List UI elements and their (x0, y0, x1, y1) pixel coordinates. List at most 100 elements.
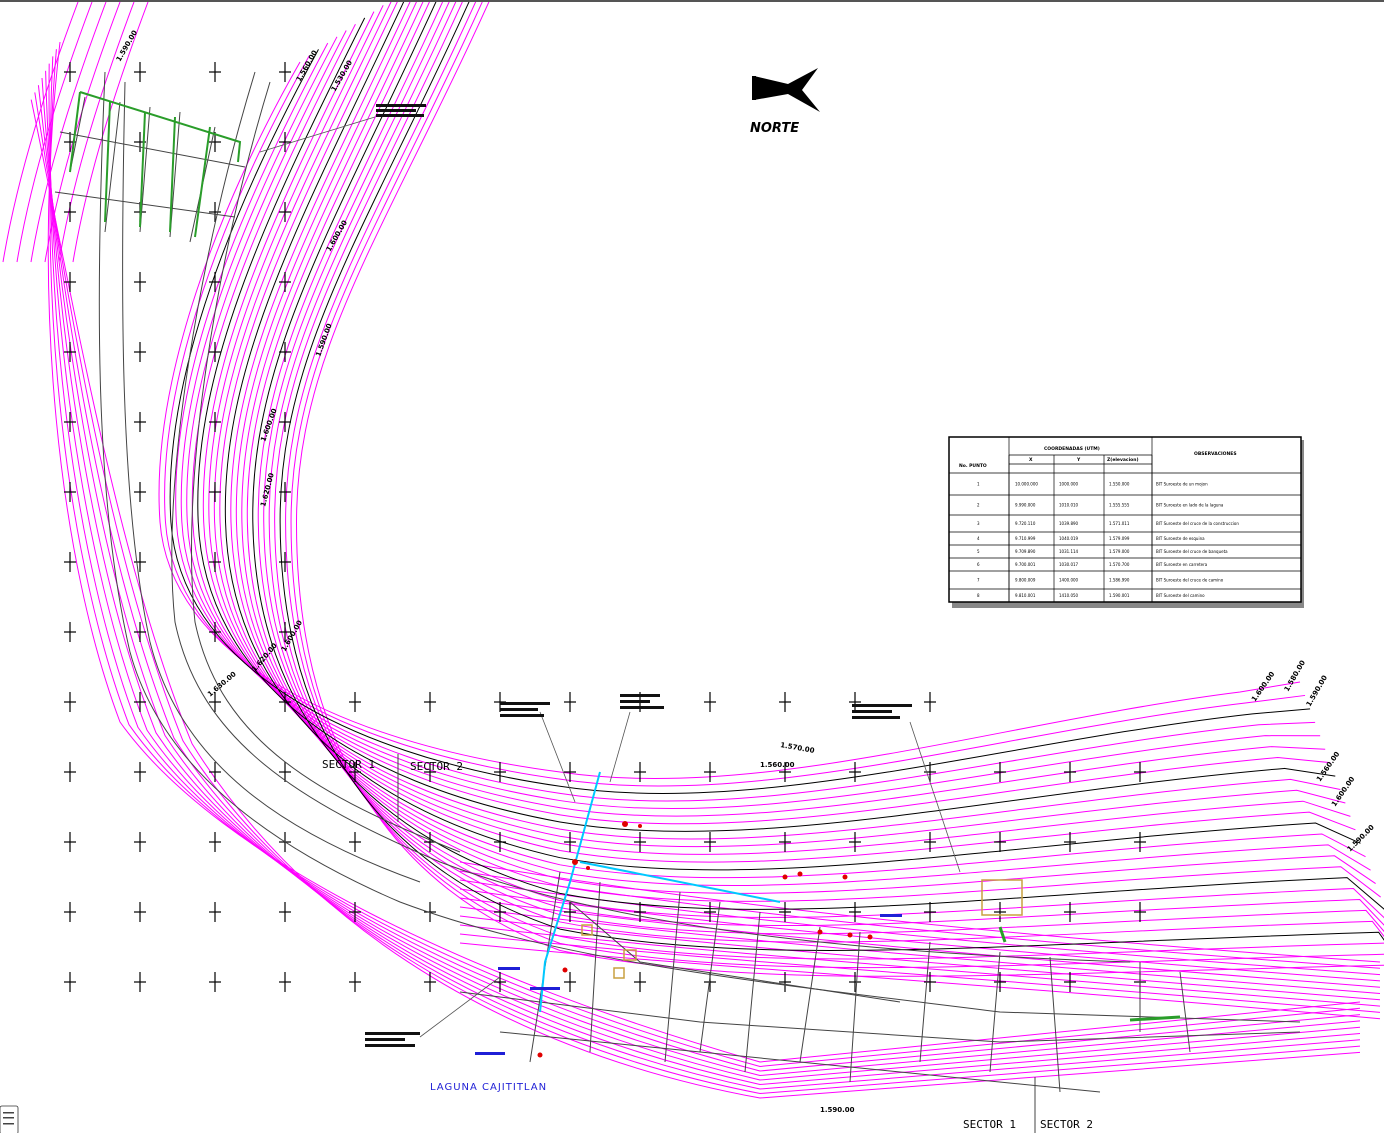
contour-label: 1.630.00 (206, 670, 238, 698)
grid-cross (209, 342, 221, 362)
grid-cross (1134, 832, 1146, 852)
table-cell-obs: BIT Suroeste en lado de la laguna (1156, 503, 1224, 508)
survey-points (537, 821, 873, 1058)
contour (2, 1, 79, 263)
contour (241, 0, 1376, 894)
callout-leaders (259, 116, 961, 1038)
grid-cross (279, 762, 291, 782)
contour (175, 42, 1316, 802)
table-cell-x: 9.810.001 (1015, 593, 1036, 598)
grid-cross (279, 272, 291, 292)
table-cell-obs: BIT Suroeste del camino (1156, 593, 1205, 598)
grid-cross (134, 482, 146, 502)
contour (459, 942, 1381, 1020)
grid-cross (704, 692, 716, 712)
grid-cross (64, 762, 76, 782)
contour (235, 0, 1371, 886)
grid-cross (564, 692, 576, 712)
grid-cross (924, 692, 936, 712)
grid-cross (209, 762, 221, 782)
grid-cross (64, 692, 76, 712)
contour (213, 0, 1351, 855)
table-cell-y: 1010.010 (1059, 503, 1079, 508)
grid-cross (279, 342, 291, 362)
grid-cross (209, 902, 221, 922)
table-header-point: No. PUNTO (959, 463, 987, 469)
sector-divider-top: SECTOR 1 SECTOR 2 (322, 754, 463, 822)
contour-label: 1.560.00 (760, 761, 795, 769)
table-cell-point: 2 (977, 503, 980, 508)
contour (41, 77, 1361, 1086)
table-cell-x: 9.720.110 (1015, 521, 1036, 526)
grid-cross (279, 902, 291, 922)
grid-cross (564, 762, 576, 782)
grid-cross (1134, 762, 1146, 782)
grid-cross (634, 762, 646, 782)
grid-cross (494, 762, 506, 782)
table-cell-obs: BIT Suroeste del cruce de banqueta (1156, 549, 1228, 554)
table-cell-y: 1039.890 (1059, 521, 1079, 526)
contour (208, 5, 1346, 848)
contour (290, 0, 1384, 969)
grid-cross (924, 762, 936, 782)
contour (257, 0, 1384, 919)
index-contour-lines (169, 0, 1384, 951)
grid-cross (209, 132, 221, 152)
table-cell-elev: 1.586.990 (1109, 578, 1130, 583)
contour (459, 906, 1381, 994)
table-cell-elev: 1.579.000 (1109, 549, 1130, 554)
contour (186, 30, 1326, 817)
table-cell-point: 4 (977, 536, 980, 541)
contour (274, 0, 1384, 943)
contour (263, 0, 1384, 927)
grid-cross (994, 972, 1006, 992)
contour (459, 870, 1381, 969)
grid-cross (64, 342, 76, 362)
grid-cross (134, 692, 146, 712)
table-cell-y: 1040.019 (1059, 536, 1079, 541)
grid-cross (994, 902, 1006, 922)
grid-cross (779, 972, 791, 992)
grid-cross (849, 972, 861, 992)
grid-cross (279, 132, 291, 152)
grid-cross (1064, 972, 1076, 992)
grid-cross (564, 972, 576, 992)
table-header-coords: COORDENADAS (UTM) (1044, 446, 1100, 452)
grid-cross (349, 762, 361, 782)
contour (49, 56, 1361, 1072)
sector-1-label-bottom: SECTOR 1 (963, 1118, 1016, 1131)
grid-cross (64, 412, 76, 432)
grid-cross (209, 552, 221, 572)
grid-cross (64, 902, 76, 922)
contour (44, 1, 121, 263)
sector-2-label-top: SECTOR 2 (410, 760, 463, 773)
grid-cross (1064, 902, 1076, 922)
grid-cross (494, 832, 506, 852)
contour (30, 1, 107, 263)
index-contour (224, 0, 1361, 871)
grid-cross (209, 412, 221, 432)
grid-cross (134, 832, 146, 852)
blue-labels (475, 914, 902, 1055)
grid-cross (924, 902, 936, 922)
grid-cross (424, 692, 436, 712)
contour-label: 1.620.00 (259, 472, 276, 508)
grid-cross (64, 622, 76, 642)
grid-cross (279, 202, 291, 222)
grid-cross (209, 202, 221, 222)
contour (459, 933, 1381, 1013)
contour (30, 99, 1361, 1099)
contour (16, 1, 93, 263)
grid-cross (994, 832, 1006, 852)
grid-cross (279, 972, 291, 992)
table-cell-point: 6 (977, 562, 980, 567)
table-cell-point: 1 (977, 482, 980, 487)
table-cell-x: 9.709.890 (1015, 549, 1036, 554)
table-header-x: X (1029, 457, 1033, 463)
contour (180, 36, 1321, 810)
grid-cross (1134, 902, 1146, 922)
table-cell-obs: BIT Suroeste del cruce de camino (1156, 578, 1224, 583)
grid-cross (64, 62, 76, 82)
